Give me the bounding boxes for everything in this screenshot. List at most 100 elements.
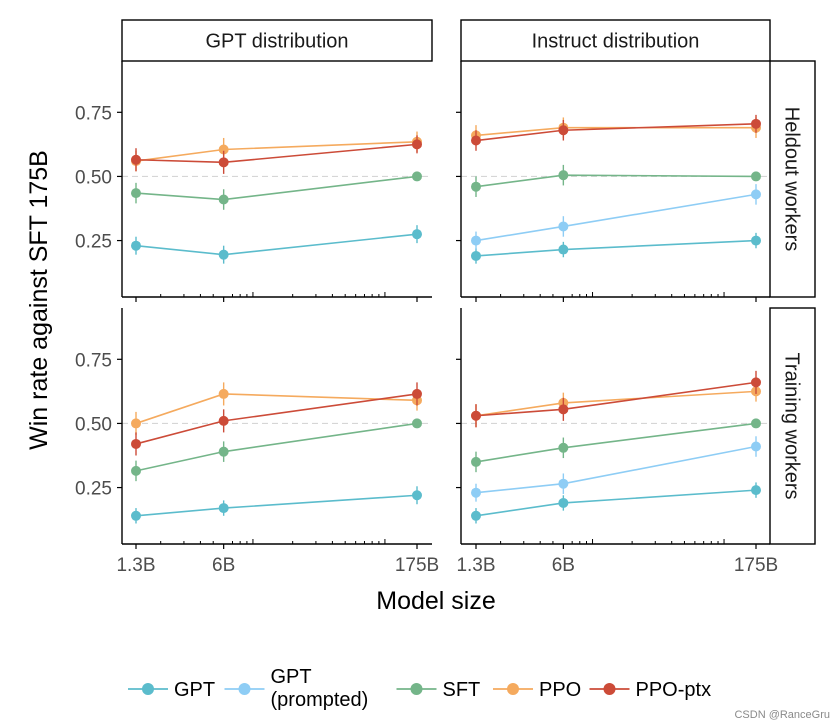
data-point-sft xyxy=(751,418,761,429)
data-point-sft xyxy=(218,194,229,205)
y-tick-label: 0.75 xyxy=(75,103,112,124)
data-point-gpt xyxy=(131,510,141,521)
data-point-gpt xyxy=(218,503,229,514)
data-point-ppo xyxy=(218,388,229,399)
data-point-gpt xyxy=(558,244,569,255)
legend-item-ppo: PPO xyxy=(493,679,581,701)
series-line-gpt_prompted xyxy=(475,193,757,242)
data-point-gpt xyxy=(471,510,481,521)
data-point-sft xyxy=(131,188,141,199)
data-point-ppo_ptx xyxy=(412,139,422,150)
facet-row-strip xyxy=(769,307,816,545)
data-point-sft xyxy=(412,418,422,429)
data-point-gpt xyxy=(558,497,569,508)
data-point-gpt xyxy=(751,235,761,246)
axes-layer: 0.25 0.50 0.75 0.25 0.50 0.75 1.3B 6B 175B 1.3B 6B… xyxy=(75,103,778,576)
data-point-ppo_ptx xyxy=(131,438,141,449)
legend-label: PPO xyxy=(539,679,581,701)
panel-frames-layer xyxy=(121,61,770,545)
x-tick-label: 175B xyxy=(734,555,778,576)
legend-label: PPO-ptx xyxy=(636,679,712,701)
data-point-gpt xyxy=(412,490,422,501)
x-tick-label: 1.3B xyxy=(116,555,155,576)
watermark-text: CSDN @RanceGru xyxy=(734,709,830,721)
data-point-gpt_prompted xyxy=(471,487,481,498)
data-point-ppo_ptx xyxy=(471,135,481,146)
data-point-ppo_ptx xyxy=(218,415,229,426)
data-point-sft xyxy=(131,465,141,476)
data-point-ppo_ptx xyxy=(751,118,761,129)
data-point-ppo_ptx xyxy=(751,377,761,388)
y-axis-title: Win rate against SFT 175B xyxy=(25,150,53,450)
series-line-ppo xyxy=(135,393,418,425)
series-line-gpt xyxy=(135,233,418,256)
series-layer xyxy=(131,114,761,524)
data-point-sft xyxy=(471,181,481,192)
data-point-sft xyxy=(558,442,569,453)
data-point-gpt_prompted xyxy=(751,441,761,452)
data-point-gpt_prompted xyxy=(558,478,569,489)
series-line-gpt xyxy=(475,489,757,517)
legend-item-sft: SFT xyxy=(396,679,481,701)
y-tick-label: 0.75 xyxy=(75,350,112,371)
data-point-gpt xyxy=(218,249,229,260)
x-tick-label: 6B xyxy=(212,555,235,576)
legend-label: SFT xyxy=(443,679,481,701)
data-point-sft xyxy=(412,171,422,182)
data-point-sft xyxy=(218,446,229,457)
facet-column-strip xyxy=(460,19,771,62)
legend-marker xyxy=(603,683,616,695)
data-point-ppo_ptx xyxy=(558,125,569,136)
series-line-gpt xyxy=(135,494,418,517)
series-line-sft xyxy=(135,422,418,472)
facet-strips-layer: GPT distribution Instruct distribution Hel… xyxy=(121,19,816,545)
facet-column-label: GPT distribution xyxy=(205,31,348,53)
x-tick-label: 175B xyxy=(395,555,439,576)
gridlines-layer xyxy=(122,175,770,425)
series-line-ppo_ptx xyxy=(135,393,418,445)
y-tick-label: 0.25 xyxy=(75,232,112,253)
y-tick-label: 0.50 xyxy=(75,414,112,435)
y-tick-label: 0.25 xyxy=(75,479,112,500)
series-line-gpt_prompted xyxy=(475,445,757,494)
y-tick-label: 0.50 xyxy=(75,167,112,188)
legend-label: GPT (prompted) xyxy=(271,666,369,711)
legend-layer: GPT GPT (prompted) SFT PPO PPO-ptx xyxy=(128,666,711,711)
legend-marker xyxy=(507,683,519,695)
data-point-gpt_prompted xyxy=(751,189,761,200)
data-point-ppo_ptx xyxy=(131,154,141,165)
legend-item-gpt: GPT xyxy=(128,679,215,701)
series-line-gpt xyxy=(475,239,757,257)
legend-marker xyxy=(410,683,423,695)
data-point-gpt xyxy=(131,240,141,251)
facet-column-label: Instruct distribution xyxy=(532,31,700,53)
legend-marker xyxy=(142,683,154,695)
x-tick-label: 6B xyxy=(552,555,575,576)
data-point-ppo xyxy=(131,418,141,429)
data-point-gpt xyxy=(412,229,422,240)
facet-row-strip xyxy=(769,60,816,298)
data-point-gpt xyxy=(751,485,761,496)
series-line-sft xyxy=(475,422,757,463)
data-point-ppo_ptx xyxy=(471,410,481,421)
data-point-gpt xyxy=(471,250,481,261)
facet-row-label: Training workers xyxy=(781,352,803,499)
series-line-sft xyxy=(135,175,418,201)
legend-label: GPT xyxy=(174,679,215,701)
data-point-ppo_ptx xyxy=(218,157,229,168)
data-point-gpt_prompted xyxy=(471,235,481,246)
facet-row-label: Heldout workers xyxy=(781,107,803,252)
data-point-sft xyxy=(751,171,761,182)
data-point-ppo_ptx xyxy=(412,388,422,399)
data-point-gpt_prompted xyxy=(558,221,569,232)
data-point-sft xyxy=(558,170,569,181)
legend-item-ppo_ptx: PPO-ptx xyxy=(589,679,712,701)
data-point-sft xyxy=(471,456,481,467)
data-point-ppo xyxy=(218,144,229,155)
data-point-ppo_ptx xyxy=(558,404,569,415)
legend-item-gpt_prompted: GPT (prompted) xyxy=(224,666,369,711)
facet-column-strip xyxy=(121,19,433,62)
x-tick-label: 1.3B xyxy=(456,555,495,576)
legend-marker xyxy=(238,683,251,695)
